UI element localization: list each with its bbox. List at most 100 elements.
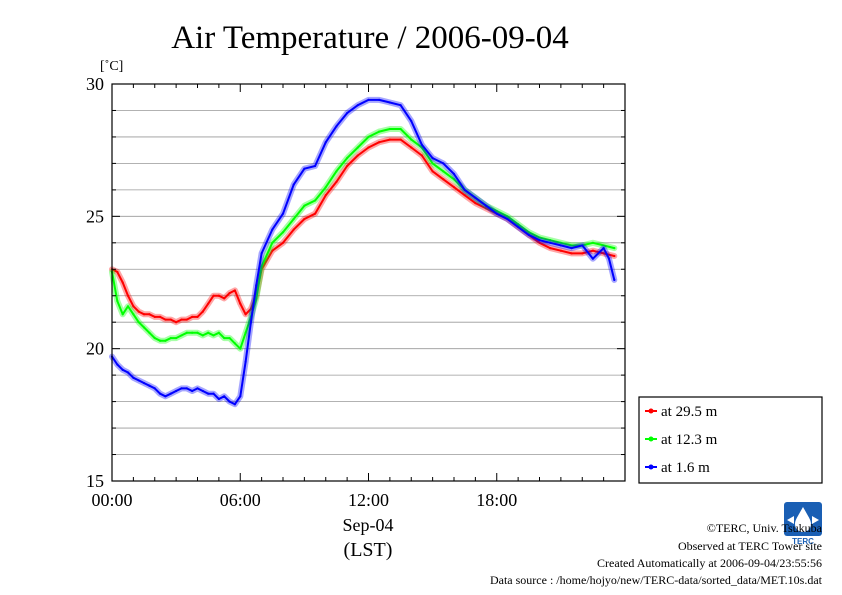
data-point [281,241,285,244]
data-point [292,217,295,221]
data-point [255,297,258,300]
data-point [538,236,541,239]
terc-logo: TERC [784,502,822,546]
data-point [233,289,237,292]
y-axis-unit: [˚C] [100,59,123,74]
data-point [137,321,140,324]
data-point [367,146,370,149]
data-point [538,241,541,244]
series-group [109,96,618,408]
data-point [196,387,199,390]
data-point [549,239,552,242]
data-point [228,400,231,403]
data-point [313,164,317,168]
data-point [121,368,124,371]
data-point [223,395,226,398]
data-point [223,297,226,300]
data-point [549,246,552,250]
data-point [239,395,242,398]
data-point [431,162,434,165]
data-point [158,315,162,319]
data-point [356,104,359,107]
data-point [217,397,220,401]
plot-area [112,84,625,481]
data-point [158,339,162,342]
data-point [233,403,237,406]
data-point [378,141,381,144]
data-point [313,199,317,202]
data-point [613,278,616,281]
data-point [228,336,231,340]
data-point [517,225,520,229]
data-point [570,252,573,255]
y-tick-label: 20 [86,339,104,359]
data-point [180,334,183,337]
data-point [484,207,488,210]
data-point [527,231,530,234]
data-point [281,231,285,234]
data-point [142,381,146,385]
credit-created: Created Automatically at 2006-09-04/23:5… [597,556,822,570]
data-point [303,204,306,207]
data-point [244,331,247,334]
data-point [207,392,210,395]
data-point [559,249,562,252]
data-point [313,212,317,215]
legend-marker [648,436,654,442]
y-tick-labels: 15 20 25 30 [86,74,104,491]
data-point [442,178,445,181]
data-point [495,209,498,213]
data-point [324,186,327,189]
data-point [346,157,349,160]
data-point [602,246,605,250]
data-point [495,212,498,215]
data-point [191,331,194,334]
data-point [388,138,391,141]
credit-copyright: ©TERC, Univ. Tsukuba [707,521,823,535]
data-point [303,217,306,221]
data-point [121,281,124,284]
data-point [527,233,530,236]
data-point [410,119,413,123]
data-point [410,146,413,149]
data-point [474,196,477,199]
data-point [602,252,605,255]
data-point [367,135,370,139]
data-point [142,313,146,316]
data-point [217,294,220,297]
data-point [132,376,135,379]
chart-title: Air Temperature / 2006-09-04 [171,20,569,56]
data-point [581,252,584,255]
legend-marker [648,464,654,470]
data-point [463,188,466,191]
data-point [175,321,178,324]
data-point [180,318,183,321]
legend-label: at 1.6 m [661,460,710,476]
data-point [244,360,247,363]
data-point [506,215,509,218]
data-point [185,318,188,321]
data-point [153,315,156,319]
data-point [335,180,338,184]
data-point [399,138,402,141]
data-point [367,98,370,101]
data-point [452,178,456,181]
data-point [217,331,220,334]
data-point [420,143,424,146]
logo-text: TERC [792,537,814,546]
data-point [137,379,140,382]
x-tick-label: 06:00 [220,490,261,510]
data-point [116,363,119,366]
data-point [431,157,434,160]
data-point [260,252,263,255]
data-point [271,228,274,231]
data-point [324,141,327,144]
data-point [607,257,611,260]
data-point [153,336,156,340]
data-point [399,104,402,107]
data-point [559,244,562,247]
data-point [207,331,210,334]
data-point [212,294,215,297]
data-point [121,313,124,316]
